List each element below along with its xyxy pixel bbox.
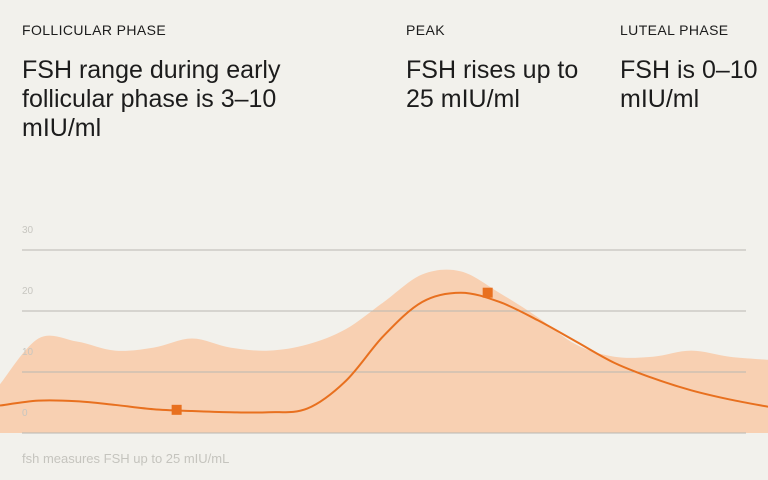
data-point-marker [482,287,493,298]
y-tick-label: 0 [22,408,28,419]
phase-follicular: FOLLICULAR PHASE FSH range during early … [22,22,322,143]
phase-label: FOLLICULAR PHASE [22,22,167,38]
fsh-line [0,291,768,414]
phase-luteal: LUTEAL PHASE FSH is 0–10 mIU/ml [620,22,760,114]
phase-description: FSH is 0–10 mIU/ml [620,56,758,113]
range-band [0,269,768,433]
phase-description: FSH range during early follicular phase … [22,56,281,142]
y-tick-label: 30 [22,225,34,236]
phase-label: PEAK [406,22,445,38]
phase-label: LUTEAL PHASE [620,22,729,38]
chart-footnote: fsh measures FSH up to 25 mIU/mL [22,451,230,466]
phase-peak: PEAK FSH rises up to 25 mIU/ml [406,22,606,114]
phase-description: FSH rises up to 25 mIU/ml [406,56,579,113]
y-tick-label: 10 [22,347,34,358]
data-point-marker [171,404,182,415]
y-tick-label: 20 [22,286,34,297]
